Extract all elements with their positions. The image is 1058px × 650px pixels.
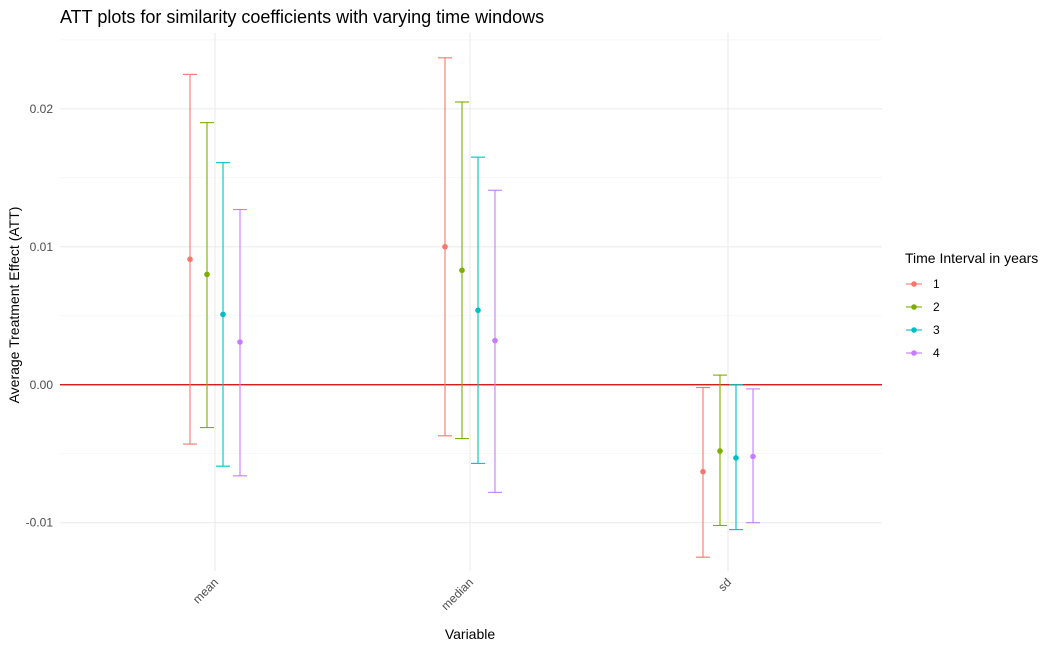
errorbar-series-1 bbox=[696, 386, 710, 558]
y-axis-title: Average Treatment Effect (ATT) bbox=[6, 207, 22, 404]
point-estimate bbox=[459, 267, 465, 274]
errorbar-series-4 bbox=[233, 209, 247, 477]
legend-item-1: 1 bbox=[906, 277, 940, 291]
point-estimate bbox=[700, 468, 706, 475]
errorbar-series-3 bbox=[216, 162, 230, 467]
errorbar-series-1 bbox=[183, 73, 197, 445]
point-estimate bbox=[442, 244, 448, 250]
point-estimate bbox=[492, 337, 498, 344]
y-tick-label: 0.00 bbox=[30, 378, 54, 392]
legend-label: 1 bbox=[933, 277, 940, 291]
point-estimate bbox=[237, 339, 243, 345]
legend-key-point bbox=[911, 281, 917, 287]
errorbar-series-3 bbox=[471, 156, 485, 464]
errorbar-series-1 bbox=[438, 57, 452, 437]
y-tick-label: 0.02 bbox=[30, 102, 54, 116]
legend-key-point bbox=[911, 304, 917, 310]
point-estimate bbox=[750, 453, 756, 460]
errorbar-series-4 bbox=[746, 388, 760, 524]
point-estimate bbox=[475, 307, 481, 314]
y-tick-label: -0.01 bbox=[26, 516, 54, 530]
errorbar-series-4 bbox=[488, 189, 502, 493]
errorbar-series-2 bbox=[455, 101, 469, 440]
legend-item-3: 3 bbox=[906, 323, 940, 337]
y-tick-label: 0.01 bbox=[30, 240, 54, 254]
chart-title: ATT plots for similarity coefficients wi… bbox=[60, 7, 544, 27]
legend-label: 2 bbox=[933, 300, 940, 314]
legend-key-point bbox=[911, 327, 917, 333]
legend-item-2: 2 bbox=[906, 300, 940, 314]
point-estimate bbox=[187, 256, 193, 263]
errorbar-series-2 bbox=[200, 122, 214, 429]
errorbar-series-3 bbox=[729, 384, 743, 531]
legend-label: 3 bbox=[933, 323, 940, 337]
errorbars bbox=[183, 57, 760, 558]
y-axis-ticks: -0.01 0.00 0.01 0.02 bbox=[26, 102, 54, 530]
legend-label: 4 bbox=[933, 346, 940, 360]
x-axis-title: Variable bbox=[445, 626, 496, 642]
point-estimate bbox=[733, 455, 739, 461]
point-estimate bbox=[717, 448, 723, 454]
errorbar-series-2 bbox=[713, 374, 727, 527]
legend: Time Interval in years 1 2 3 4 bbox=[905, 250, 1038, 360]
legend-key-point bbox=[911, 350, 917, 356]
point-estimate bbox=[204, 271, 210, 278]
point-estimate bbox=[220, 311, 226, 318]
legend-title: Time Interval in years bbox=[905, 250, 1038, 266]
legend-item-4: 4 bbox=[906, 346, 940, 360]
